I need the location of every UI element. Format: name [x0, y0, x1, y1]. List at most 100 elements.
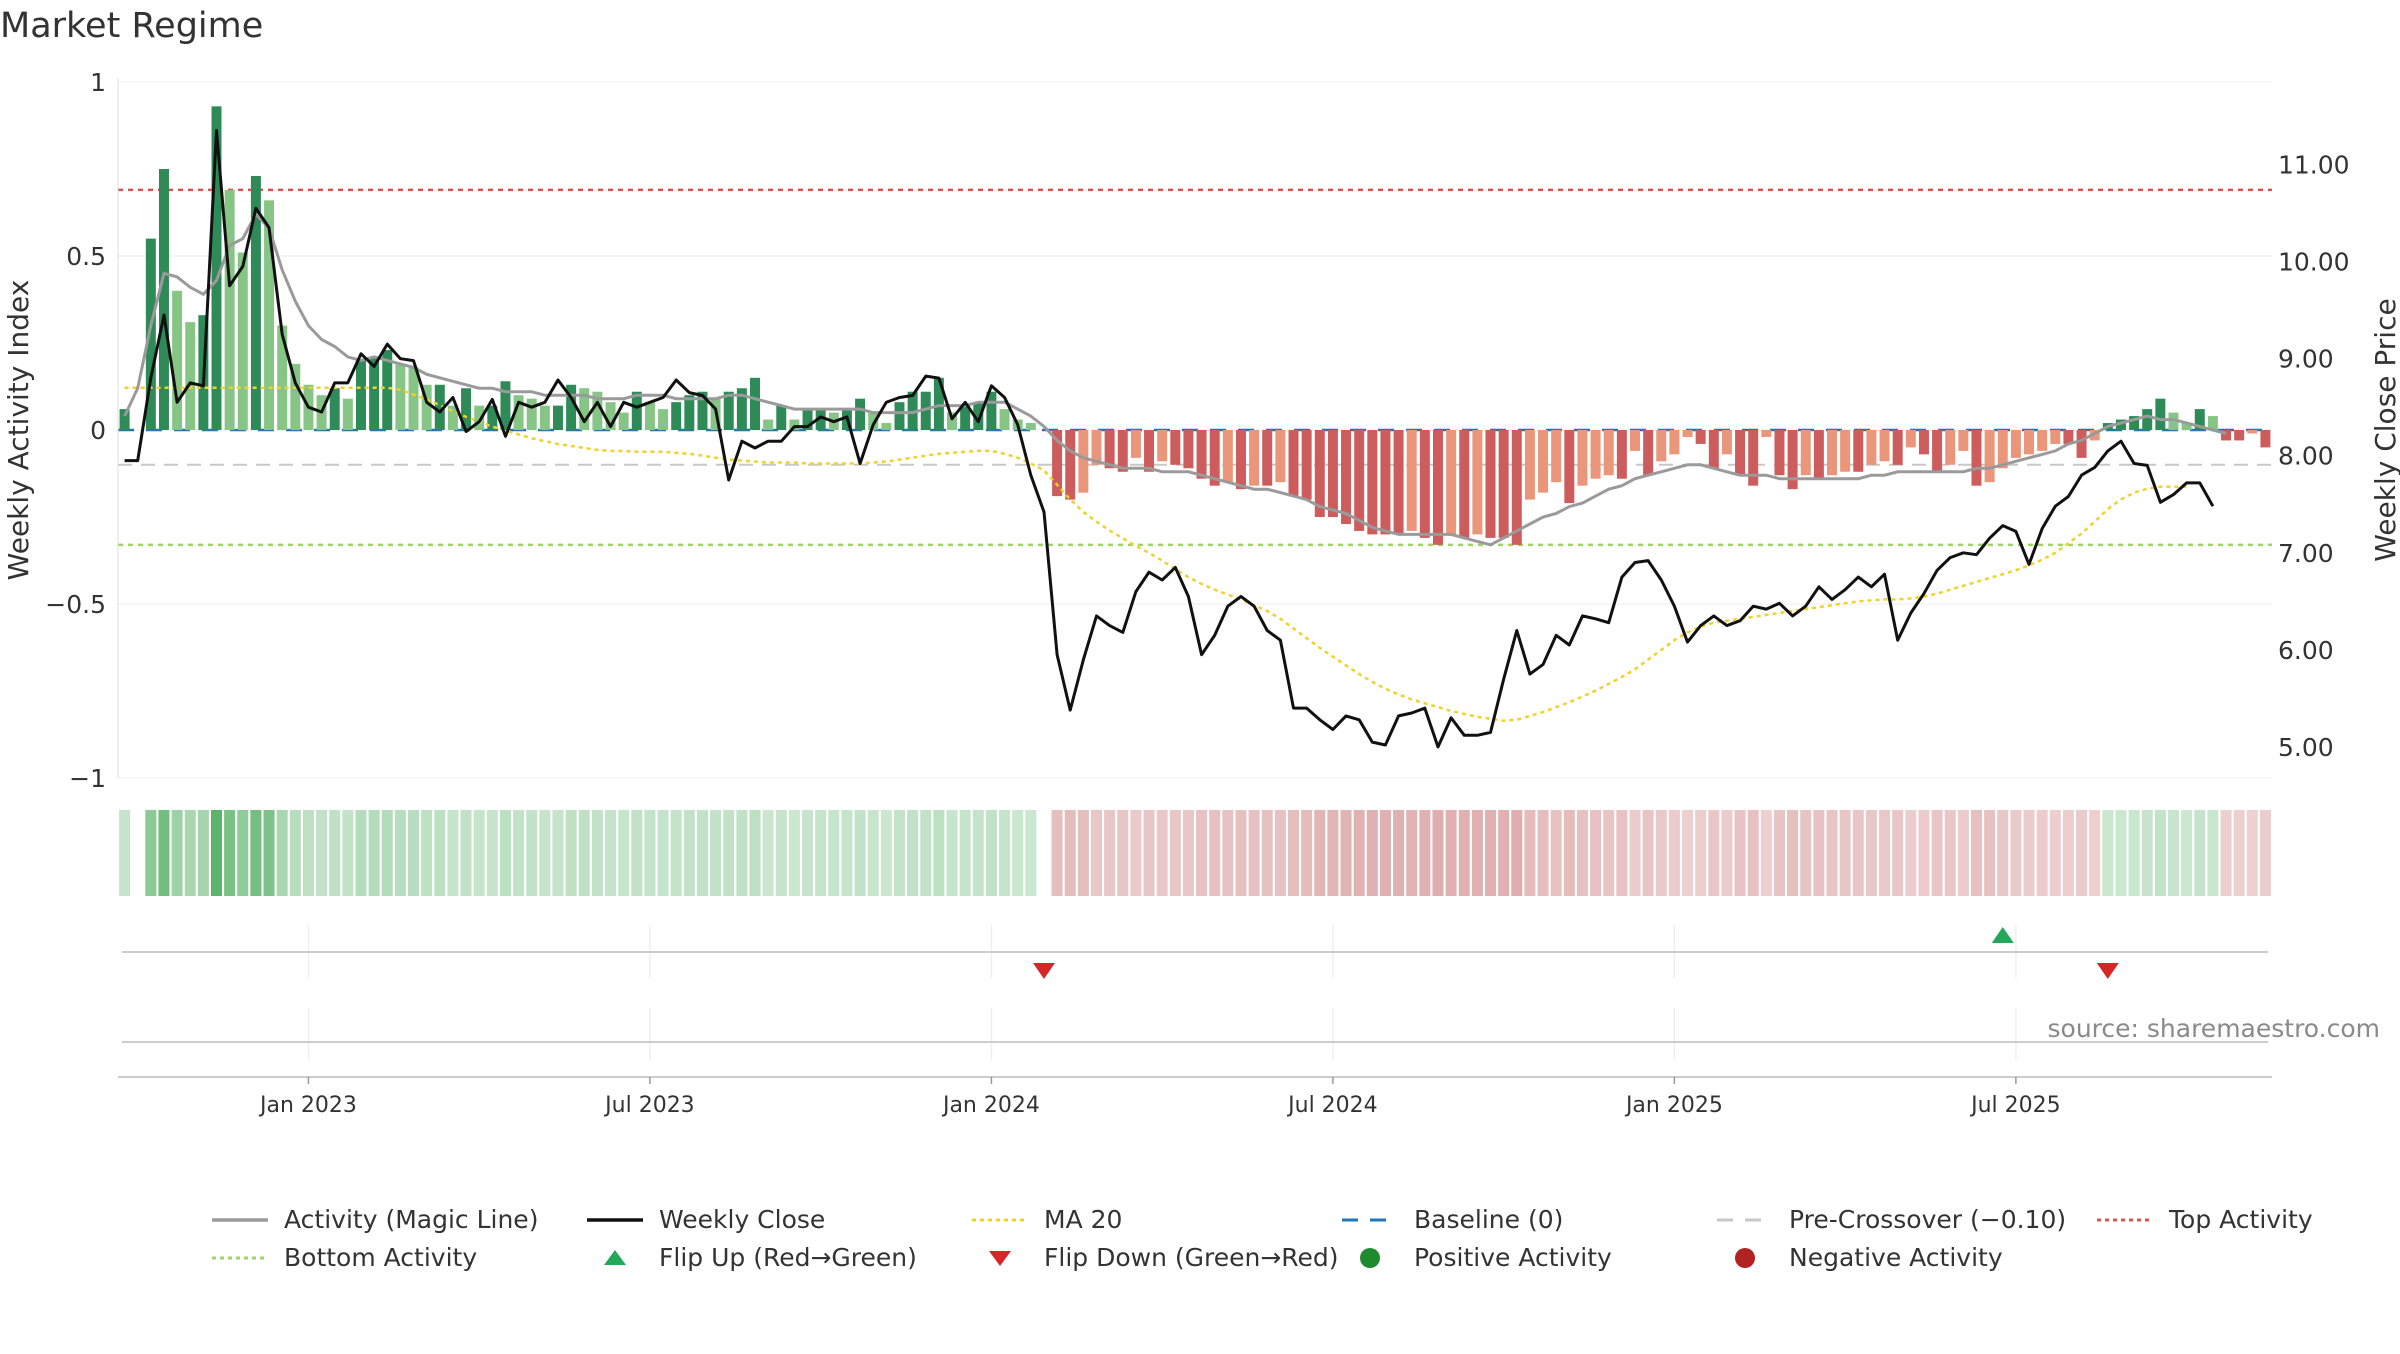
legend-item: Positive Activity	[1340, 1243, 1612, 1272]
regime-cell	[959, 810, 971, 896]
regime-cell	[145, 810, 157, 896]
regime-cell	[276, 810, 288, 896]
regime-cell	[1747, 810, 1759, 896]
activity-bar	[1432, 430, 1443, 545]
regime-cell	[618, 810, 630, 896]
regime-cell	[710, 810, 722, 896]
regime-cell	[460, 810, 472, 896]
activity-bar	[1485, 430, 1496, 538]
x-tick-label: Jul 2025	[1969, 1093, 2061, 1118]
regime-cell	[1458, 810, 1470, 896]
regime-cell	[1787, 810, 1799, 896]
activity-bar	[1997, 430, 2008, 469]
regime-cell	[762, 810, 774, 896]
regime-cell	[1301, 810, 1313, 896]
regime-cell	[1511, 810, 1523, 896]
regime-cell	[1852, 810, 1864, 896]
x-tick-label: Jul 2023	[603, 1093, 695, 1118]
regime-cell	[1655, 810, 1667, 896]
regime-cell	[565, 810, 577, 896]
activity-bar	[579, 388, 590, 430]
regime-cell	[854, 810, 866, 896]
regime-cell	[1406, 810, 1418, 896]
bottom-panel	[122, 1008, 2268, 1060]
activity-bar	[474, 405, 485, 430]
activity-bar	[145, 238, 156, 430]
regime-cell	[683, 810, 695, 896]
regime-cell	[1813, 810, 1825, 896]
regime-cell	[1642, 810, 1654, 896]
activity-bar	[1905, 430, 1916, 448]
activity-bar	[158, 169, 169, 430]
activity-bar	[1222, 430, 1233, 483]
activity-bar	[1630, 430, 1640, 451]
activity-bar	[1091, 430, 1102, 465]
activity-bar	[1196, 430, 1207, 479]
x-tick-label: Jan 2023	[258, 1093, 357, 1118]
right-tick-label: 10.00	[2278, 248, 2350, 277]
flip-down-marker	[1032, 963, 1055, 979]
legend-item: Top Activity	[2095, 1205, 2313, 1234]
legend-label: Negative Activity	[1789, 1243, 2003, 1272]
activity-bar	[644, 402, 655, 430]
regime-cell	[893, 810, 905, 896]
regime-cell	[171, 810, 183, 896]
activity-bar	[539, 405, 550, 430]
activity-bar	[1367, 430, 1378, 535]
activity-bar	[802, 409, 813, 430]
activity-bar	[1682, 430, 1693, 437]
activity-bar	[1314, 430, 1325, 517]
legend-item: Pre-Crossover (−0.10)	[1715, 1205, 2066, 1234]
activity-bar	[1971, 430, 1982, 486]
legend-swatch	[1717, 1218, 1773, 1221]
flip-up-marker	[1991, 927, 2014, 943]
activity-bar	[566, 384, 577, 430]
activity-bar	[2129, 416, 2140, 430]
left-tick-label: 0.5	[66, 242, 106, 271]
activity-bar	[1380, 430, 1391, 535]
activity-bar	[1945, 430, 1956, 465]
activity-bar	[986, 391, 997, 430]
regime-cell	[2194, 810, 2206, 896]
activity-bar	[789, 419, 800, 430]
regime-cell	[867, 810, 879, 896]
left-tick-label: 0	[90, 416, 106, 445]
regime-cell	[2128, 810, 2140, 896]
activity-bar	[1354, 430, 1365, 531]
regime-cell	[1445, 810, 1457, 896]
activity-bar	[815, 409, 826, 430]
regime-cell	[1419, 810, 1431, 896]
regime-cell	[2102, 810, 2114, 896]
regime-cell	[1524, 810, 1536, 896]
regime-cell	[2181, 810, 2193, 896]
right-tick-label: 5.00	[2278, 733, 2334, 762]
legend-swatch	[212, 1217, 268, 1222]
activity-bar	[447, 405, 458, 430]
activity-bar	[1840, 430, 1851, 472]
activity-bar	[1984, 430, 1995, 483]
activity-bar	[592, 391, 603, 430]
activity-bar	[2194, 409, 2205, 430]
activity-bar	[355, 360, 366, 430]
legend-swatch	[2097, 1218, 2153, 1221]
regime-cell	[355, 810, 367, 896]
regime-cell	[2141, 810, 2153, 896]
flip-panel	[122, 925, 2268, 979]
activity-bar	[1748, 430, 1759, 486]
legend-item: Flip Up (Red→Green)	[585, 1243, 917, 1272]
regime-cell	[2062, 810, 2074, 896]
activity-bar	[119, 409, 130, 430]
regime-cell	[250, 810, 262, 896]
regime-cell	[1393, 810, 1405, 896]
regime-cell	[1800, 810, 1812, 896]
regime-cell	[1957, 810, 1969, 896]
activity-bar	[1327, 430, 1338, 517]
regime-cell	[263, 810, 275, 896]
regime-cell	[302, 810, 314, 896]
activity-bar	[2207, 416, 2218, 430]
activity-bar	[2063, 430, 2074, 444]
activity-bar	[1130, 430, 1141, 458]
regime-cell	[1196, 810, 1208, 896]
legend-swatch	[212, 1256, 268, 1259]
legend-label: Bottom Activity	[284, 1243, 478, 1272]
